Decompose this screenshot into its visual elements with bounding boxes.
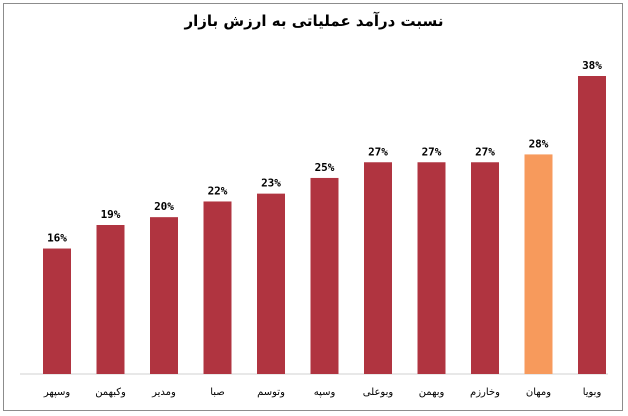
data-label-3: 22% — [208, 184, 228, 197]
bar-6 — [364, 162, 392, 374]
bar-4 — [257, 193, 285, 374]
data-label-9: 28% — [529, 137, 549, 150]
bar-8 — [471, 162, 499, 374]
chart-title: نسبت درآمد عملیاتی به ارزش بازار — [184, 12, 444, 30]
bar-7 — [417, 162, 446, 374]
data-label-0: 16% — [47, 232, 67, 245]
tick-label-8: وخارزم — [470, 387, 500, 398]
bar-1 — [96, 225, 125, 374]
bar-5 — [310, 177, 339, 374]
bar-2 — [150, 217, 178, 374]
data-label-7: 27% — [422, 145, 442, 158]
data-label-6: 27% — [368, 145, 388, 158]
tick-label-10: وبویا — [583, 387, 602, 398]
tick-label-2: ومدیر — [151, 387, 176, 398]
data-label-5: 25% — [315, 161, 335, 174]
data-label-4: 23% — [261, 177, 281, 190]
data-label-8: 27% — [475, 145, 495, 158]
data-label-10: 38% — [582, 59, 602, 72]
tick-label-9: ومهان — [526, 387, 551, 398]
tick-label-6: وبوعلی — [363, 387, 394, 398]
tick-label-5: وسپه — [314, 387, 336, 398]
bar-3 — [203, 201, 232, 374]
data-label-1: 19% — [101, 208, 121, 221]
tick-label-0: وسپهر — [43, 387, 71, 398]
tick-label-3: صبا — [210, 387, 225, 398]
data-label-2: 20% — [154, 200, 174, 213]
bar-0 — [43, 248, 71, 374]
tick-label-1: وکبهمن — [95, 387, 126, 398]
tick-label-7: وبهمن — [419, 387, 445, 398]
bar-9 — [524, 154, 553, 374]
bar-10 — [578, 76, 606, 374]
tick-label-4: وتوسم — [257, 387, 285, 398]
